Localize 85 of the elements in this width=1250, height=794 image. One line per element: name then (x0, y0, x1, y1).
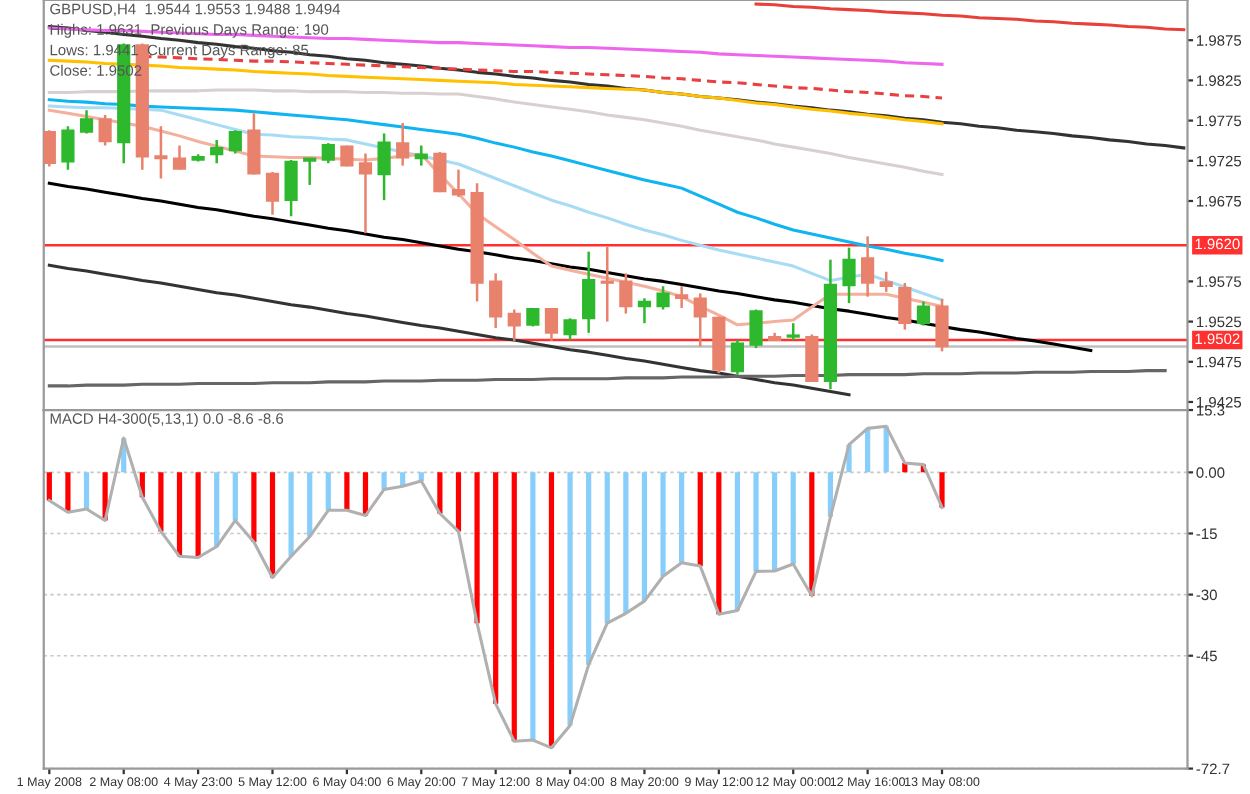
candlestick (377, 132, 391, 202)
bar (641, 472, 648, 602)
candlestick (98, 113, 112, 147)
line-series (47, 263, 851, 397)
bar (586, 472, 592, 665)
bar (865, 428, 871, 473)
candlestick (582, 250, 596, 335)
candlestick (879, 270, 893, 294)
line-series (754, 2, 1186, 32)
line-series (47, 369, 1167, 388)
bar (772, 472, 778, 571)
candlestick (916, 300, 931, 327)
candlestick (358, 152, 373, 235)
line-series (47, 25, 1186, 150)
bar (530, 472, 536, 741)
candlestick (247, 112, 261, 176)
candlestick (861, 235, 875, 298)
candlestick (619, 272, 633, 315)
bar (790, 472, 796, 565)
candlestick (507, 308, 521, 343)
bar (623, 472, 629, 614)
bar (679, 472, 685, 563)
candlestick (172, 144, 187, 171)
line-series (47, 98, 944, 263)
line-series (47, 88, 944, 176)
bar (493, 472, 499, 704)
candlestick (675, 284, 689, 310)
candlestick (489, 272, 503, 330)
bar (251, 472, 257, 543)
bar (567, 472, 573, 726)
bar (195, 472, 201, 558)
candlestick (433, 150, 447, 194)
line-series (47, 181, 1093, 353)
candlestick (563, 317, 577, 342)
bar (362, 472, 369, 516)
candlestick (730, 338, 745, 376)
bar (548, 472, 555, 748)
bar (455, 472, 462, 532)
candlestick (210, 138, 224, 165)
candlestick (321, 141, 335, 165)
candlestick (303, 157, 317, 187)
bar (344, 472, 350, 511)
bar (660, 472, 666, 577)
bar (734, 472, 741, 611)
candlestick (842, 246, 856, 305)
bar (325, 472, 331, 511)
bar (307, 472, 313, 537)
candlestick (656, 284, 670, 311)
bar (232, 472, 238, 521)
bar (214, 472, 220, 547)
bar (158, 472, 164, 532)
bar (46, 472, 52, 501)
bar (288, 472, 294, 557)
bar (83, 472, 90, 510)
candlestick (805, 333, 819, 384)
line-series (47, 26, 944, 66)
bar (381, 472, 387, 490)
candlestick (228, 128, 242, 155)
candlestick (414, 144, 428, 167)
bar (697, 472, 703, 567)
candlestick (693, 292, 707, 348)
candlestick (284, 158, 298, 218)
bar (716, 472, 722, 615)
candlestick (544, 306, 559, 343)
line-series (47, 58, 944, 126)
candlestick (265, 170, 280, 216)
bar (269, 472, 276, 578)
bar (474, 472, 480, 624)
candlestick (396, 121, 410, 167)
bar (753, 472, 759, 572)
bar (176, 472, 183, 557)
candlestick (749, 308, 763, 350)
candlestick (600, 245, 614, 323)
candlestick (43, 128, 56, 168)
candlestick (898, 281, 912, 331)
bar (809, 472, 815, 596)
bar (65, 472, 71, 513)
line-series (47, 424, 944, 750)
candlestick (935, 297, 949, 353)
candlestick (451, 168, 466, 199)
candlestick (637, 297, 652, 325)
candlestick (61, 124, 75, 171)
candlestick (154, 124, 168, 180)
bar (511, 472, 517, 742)
bar (604, 472, 610, 624)
